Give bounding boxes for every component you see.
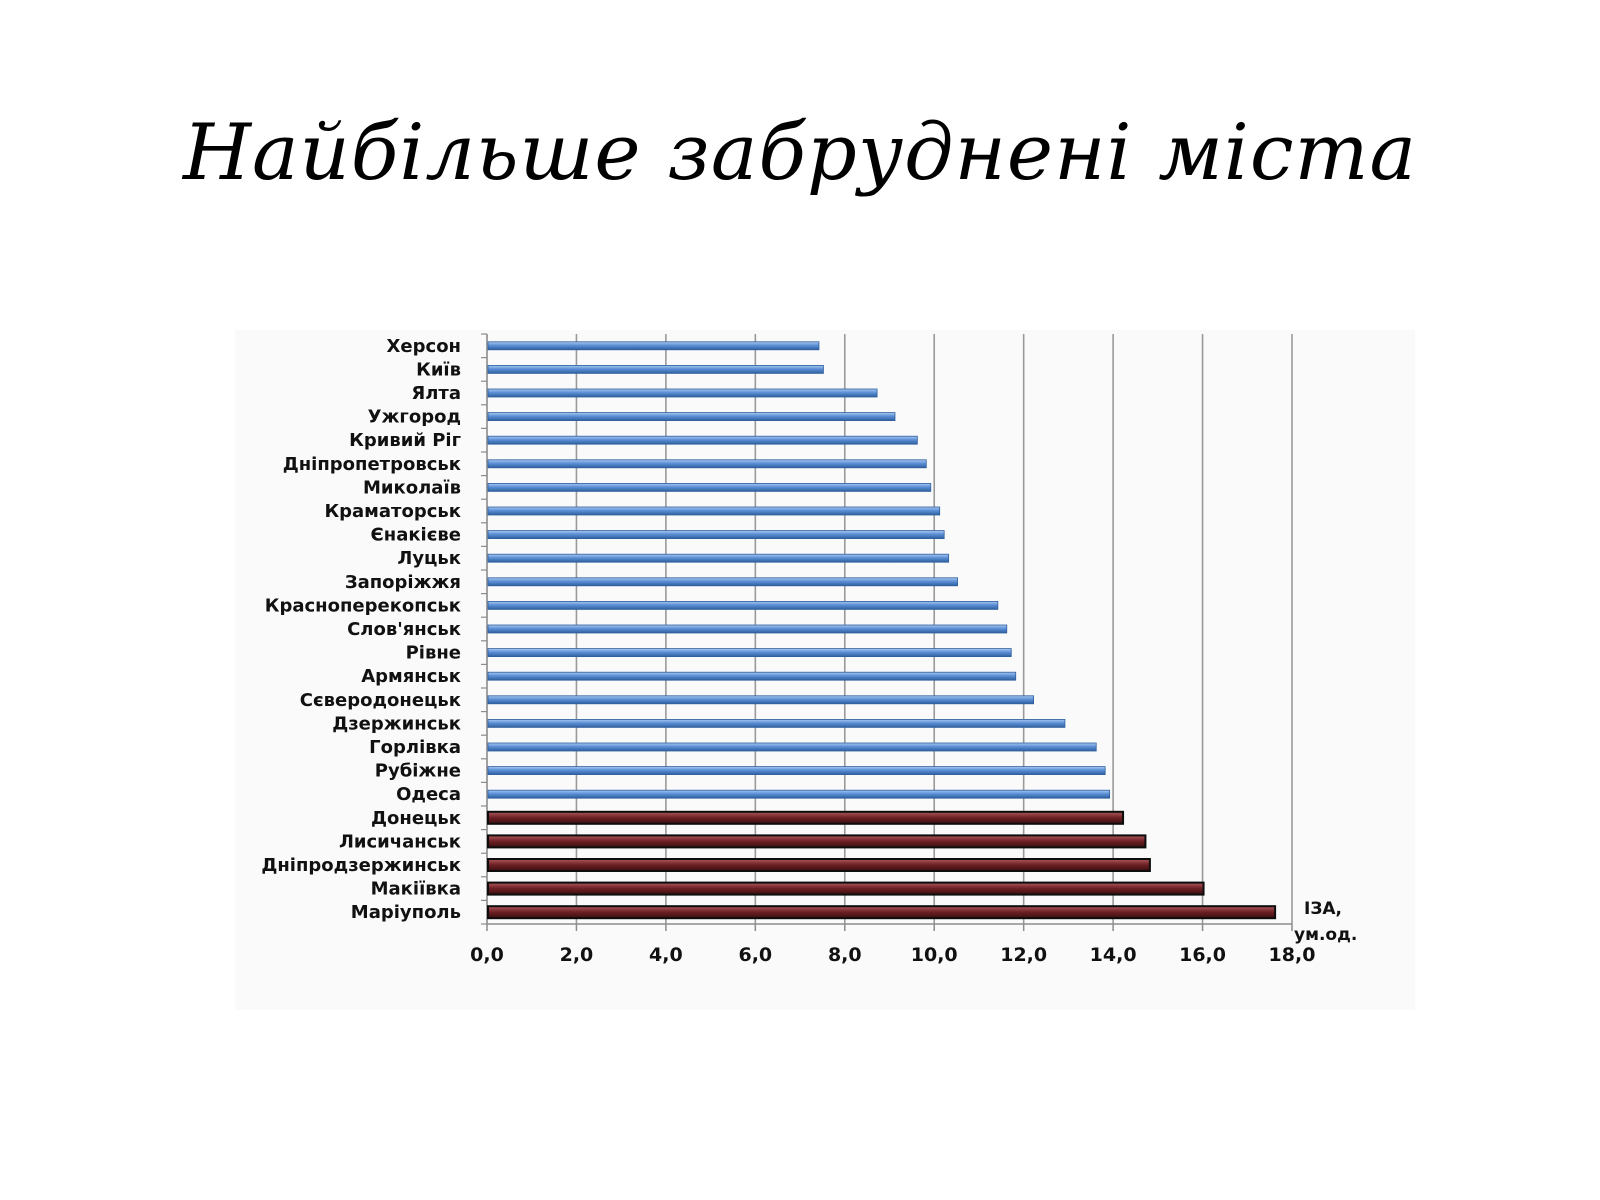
bar <box>487 671 1017 681</box>
category-label: Лисичанськ <box>339 831 461 852</box>
category-label: Луцьк <box>397 548 461 569</box>
x-tick-label: 2,0 <box>560 944 594 966</box>
bar <box>487 412 896 421</box>
category-label: Армянськ <box>361 666 461 687</box>
x-tick-label: 10,0 <box>911 944 958 966</box>
bar <box>487 858 1151 872</box>
bar <box>487 695 1035 705</box>
slide-title: Найбільше забруднені міста <box>183 108 1417 198</box>
bar <box>487 482 932 492</box>
category-label: Горлівка <box>369 737 461 758</box>
category-label: Одеса <box>396 784 461 805</box>
category-label: Маріуполь <box>351 902 461 923</box>
bar <box>487 530 945 540</box>
category-label: Дзержинськ <box>332 713 461 734</box>
bar <box>487 624 1008 634</box>
bar <box>487 365 824 374</box>
x-tick-label: 14,0 <box>1090 944 1137 966</box>
category-label: Запоріжжя <box>345 572 461 593</box>
bar <box>487 766 1106 776</box>
bar <box>487 506 941 516</box>
x-tick-label: 6,0 <box>738 944 772 966</box>
bar <box>487 577 958 587</box>
category-label: Красноперекопськ <box>265 595 461 616</box>
category-label: Київ <box>416 359 461 380</box>
x-tick-label: 0,0 <box>470 944 504 966</box>
bar <box>487 553 950 563</box>
category-label: Ялта <box>411 383 461 404</box>
x-tick-label: 18,0 <box>1269 944 1316 966</box>
category-label: Сєверодонецьк <box>300 690 461 711</box>
bar <box>487 388 878 398</box>
bar <box>487 881 1205 896</box>
x-axis-label-line: ум.од. <box>1294 925 1357 945</box>
bar <box>487 718 1066 728</box>
category-label: Донецьк <box>371 808 461 829</box>
category-label: Миколаїв <box>363 477 461 498</box>
category-label: Макіївка <box>371 879 461 900</box>
category-label: Дніпродзержинськ <box>261 855 461 876</box>
chart-area: Херсон Київ Ялта Ужгород Кривий Ріг Дніпропет… <box>235 330 1415 1010</box>
bar <box>487 742 1097 752</box>
category-label: Дніпропетровськ <box>283 454 461 475</box>
x-axis-label-line: ІЗА, <box>1304 899 1342 919</box>
bar <box>487 459 927 469</box>
category-label: Краматорськ <box>324 501 461 522</box>
category-label: Херсон <box>387 336 461 357</box>
bar <box>487 905 1277 920</box>
bar <box>487 810 1125 825</box>
bar <box>487 789 1111 799</box>
x-tick-label: 4,0 <box>649 944 683 966</box>
bar <box>487 834 1147 849</box>
category-label: Кривий Ріг <box>349 430 461 451</box>
category-label: Рубіжне <box>375 761 461 782</box>
x-tick-label: 16,0 <box>1179 944 1226 966</box>
category-label: Рівне <box>406 643 461 664</box>
x-tick-label: 8,0 <box>828 944 862 966</box>
bar <box>487 648 1012 658</box>
category-label: Слов'янськ <box>347 619 461 640</box>
bar <box>487 435 918 445</box>
bar <box>487 341 820 351</box>
x-tick-label: 12,0 <box>1000 944 1047 966</box>
category-label: Ужгород <box>368 407 461 428</box>
bar <box>487 600 999 610</box>
category-label: Єнакієве <box>371 525 461 546</box>
